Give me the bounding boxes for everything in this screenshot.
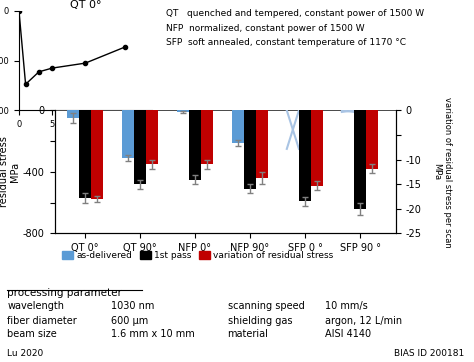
- Bar: [177, 110, 189, 112]
- Legend: as-delivered, 1st pass, variation of residual stress: as-delivered, 1st pass, variation of res…: [59, 247, 337, 264]
- Y-axis label: residual stress
MPa: residual stress MPa: [0, 136, 20, 207]
- Text: processing parameter: processing parameter: [7, 288, 122, 298]
- Text: SFP  soft annealed, constant temperature of 1170 °C: SFP soft annealed, constant temperature …: [166, 38, 406, 47]
- Bar: [189, 110, 201, 180]
- Text: 1030 nm: 1030 nm: [111, 301, 155, 311]
- Title: QT 0°: QT 0°: [70, 0, 101, 10]
- Bar: [354, 110, 366, 209]
- Bar: [122, 110, 134, 158]
- Text: beam size: beam size: [7, 329, 57, 340]
- Text: BIAS ID 200181: BIAS ID 200181: [394, 349, 465, 358]
- Text: NFP  normalized, constant power of 1500 W: NFP normalized, constant power of 1500 W: [166, 24, 365, 33]
- Bar: [146, 110, 158, 164]
- Text: 1.6 mm x 10 mm: 1.6 mm x 10 mm: [111, 329, 195, 340]
- Bar: [91, 110, 103, 199]
- Bar: [232, 110, 244, 143]
- Bar: [299, 110, 311, 201]
- Text: scanning speed: scanning speed: [228, 301, 304, 311]
- Text: 600 μm: 600 μm: [111, 316, 149, 326]
- Bar: [67, 110, 79, 118]
- Text: shielding gas: shielding gas: [228, 316, 292, 326]
- Text: Lu 2020: Lu 2020: [7, 349, 43, 358]
- Y-axis label: variation of residual stress per scan
MPa: variation of residual stress per scan MP…: [433, 97, 452, 247]
- X-axis label: pass: pass: [74, 135, 97, 145]
- Text: AISI 4140: AISI 4140: [325, 329, 371, 340]
- Bar: [244, 110, 256, 189]
- Text: wavelength: wavelength: [7, 301, 64, 311]
- Text: material: material: [228, 329, 268, 340]
- Bar: [201, 110, 213, 164]
- Bar: [134, 110, 146, 184]
- Text: 10 mm/s: 10 mm/s: [325, 301, 367, 311]
- Text: QT   quenched and tempered, constant power of 1500 W: QT quenched and tempered, constant power…: [166, 9, 424, 18]
- Bar: [79, 110, 91, 198]
- Bar: [256, 110, 268, 178]
- Bar: [366, 110, 378, 169]
- Text: fiber diameter: fiber diameter: [7, 316, 77, 326]
- Text: argon, 12 L/min: argon, 12 L/min: [325, 316, 402, 326]
- Bar: [311, 110, 323, 186]
